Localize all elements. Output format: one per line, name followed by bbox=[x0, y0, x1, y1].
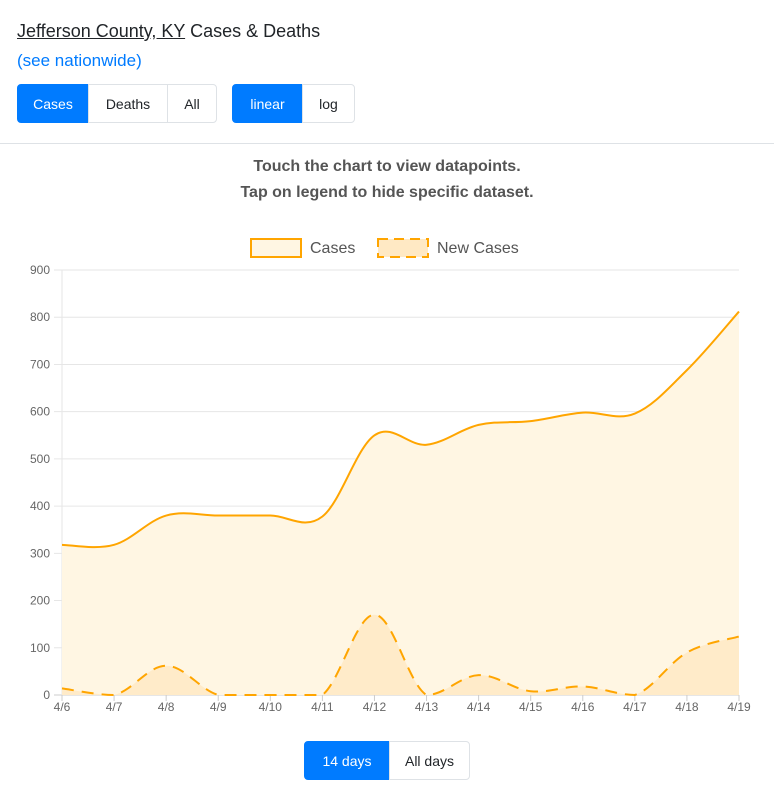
series-line-cases[interactable] bbox=[61, 310, 740, 549]
data-point[interactable] bbox=[476, 672, 482, 678]
deaths-button[interactable]: Deaths bbox=[88, 84, 168, 123]
data-point[interactable] bbox=[267, 692, 273, 698]
legend-label-new-cases: New Cases bbox=[437, 240, 519, 257]
title-suffix: Cases & Deaths bbox=[185, 21, 321, 41]
legend-item-cases[interactable]: Cases bbox=[250, 238, 355, 258]
y-tick-label: 300 bbox=[30, 546, 50, 560]
x-tick-label: 4/15 bbox=[519, 700, 543, 714]
x-tick-label: 4/11 bbox=[311, 700, 334, 714]
x-tick-label: 4/7 bbox=[106, 700, 123, 714]
data-point[interactable] bbox=[736, 309, 742, 315]
location-link[interactable]: Jefferson County, KY bbox=[17, 21, 186, 41]
y-tick-label: 700 bbox=[30, 357, 50, 371]
cases-button[interactable]: Cases bbox=[17, 84, 89, 123]
y-tick-label: 800 bbox=[30, 310, 50, 324]
series-area-new-cases bbox=[62, 614, 739, 695]
x-axis-ticks: 4/6 4/7 4/8 4/9 4/10 4/11 4/12 4/13 4/14 4/15 4/16… bbox=[54, 700, 751, 714]
x-tick-label: 4/16 bbox=[571, 700, 595, 714]
all-days-button[interactable]: All days bbox=[389, 741, 470, 780]
data-point[interactable] bbox=[371, 432, 377, 438]
y-tick-label: 200 bbox=[30, 594, 50, 608]
x-tick-label: 4/12 bbox=[363, 700, 387, 714]
data-point[interactable] bbox=[580, 684, 586, 690]
legend-label-cases: Cases bbox=[310, 240, 355, 257]
data-point[interactable] bbox=[528, 688, 534, 694]
data-point[interactable] bbox=[632, 411, 638, 417]
data-point[interactable] bbox=[632, 692, 638, 698]
data-point[interactable] bbox=[111, 692, 117, 698]
metric-button-group: Cases Deaths All bbox=[17, 84, 217, 123]
data-point[interactable] bbox=[528, 418, 534, 424]
data-point[interactable] bbox=[267, 513, 273, 519]
hint-line-2: Tap on legend to hide specific dataset. bbox=[240, 184, 534, 201]
data-point[interactable] bbox=[163, 513, 169, 519]
data-point[interactable] bbox=[424, 442, 430, 448]
x-tick-label: 4/6 bbox=[54, 700, 71, 714]
scale-button-group: linear log bbox=[232, 84, 355, 123]
data-point[interactable] bbox=[215, 692, 221, 698]
x-tick-label: 4/17 bbox=[623, 700, 647, 714]
y-tick-label: 100 bbox=[30, 641, 50, 655]
y-axis-ticks: 0 100 200 300 400 500 600 700 800 900 bbox=[30, 263, 50, 702]
data-point[interactable] bbox=[59, 542, 65, 548]
x-tick-label: 4/18 bbox=[675, 700, 699, 714]
legend: Cases New Cases bbox=[250, 238, 519, 258]
data-point[interactable] bbox=[684, 367, 690, 373]
x-tick-label: 4/9 bbox=[210, 700, 227, 714]
y-tick-label: 400 bbox=[30, 499, 50, 513]
data-point[interactable] bbox=[319, 692, 325, 698]
data-point[interactable] bbox=[215, 513, 221, 519]
14-days-button[interactable]: 14 days bbox=[304, 741, 390, 780]
x-tick-label: 4/8 bbox=[158, 700, 175, 714]
data-point[interactable] bbox=[476, 422, 482, 428]
data-point[interactable] bbox=[163, 663, 169, 669]
hint-line-1: Touch the chart to view datapoints. bbox=[253, 158, 521, 175]
range-button-group: 14 days All days bbox=[304, 741, 470, 780]
series-line-new-cases[interactable] bbox=[61, 613, 740, 697]
data-point[interactable] bbox=[580, 410, 586, 416]
data-point[interactable] bbox=[59, 685, 65, 691]
data-point[interactable] bbox=[371, 612, 377, 618]
y-tick-label: 900 bbox=[30, 263, 50, 277]
page-title: Jefferson County, KY Cases & Deaths bbox=[17, 21, 320, 42]
series-area-cases bbox=[62, 311, 739, 695]
y-tick-label: 500 bbox=[30, 452, 50, 466]
all-button[interactable]: All bbox=[167, 84, 217, 123]
data-point[interactable] bbox=[736, 633, 742, 639]
x-tick-label: 4/14 bbox=[467, 700, 491, 714]
legend-swatch-cases bbox=[250, 238, 302, 258]
data-point[interactable] bbox=[111, 542, 117, 548]
data-point[interactable] bbox=[684, 650, 690, 656]
data-point[interactable] bbox=[424, 692, 430, 698]
legend-item-new-cases[interactable]: New Cases bbox=[377, 238, 519, 258]
x-tick-label: 4/19 bbox=[727, 700, 751, 714]
chart-lines bbox=[59, 309, 742, 698]
data-point[interactable] bbox=[319, 514, 325, 520]
y-tick-label: 0 bbox=[43, 688, 50, 702]
chart-areas bbox=[62, 311, 739, 695]
y-tick-label: 600 bbox=[30, 405, 50, 419]
see-nationwide-link[interactable]: (see nationwide) bbox=[17, 51, 142, 70]
x-tick-label: 4/10 bbox=[259, 700, 283, 714]
legend-swatch-new-cases bbox=[377, 238, 429, 258]
header: Jefferson County, KY Cases & Deaths (see… bbox=[0, 0, 774, 144]
log-button[interactable]: log bbox=[302, 84, 355, 123]
x-tick-label: 4/13 bbox=[415, 700, 439, 714]
linear-button[interactable]: linear bbox=[232, 84, 303, 123]
